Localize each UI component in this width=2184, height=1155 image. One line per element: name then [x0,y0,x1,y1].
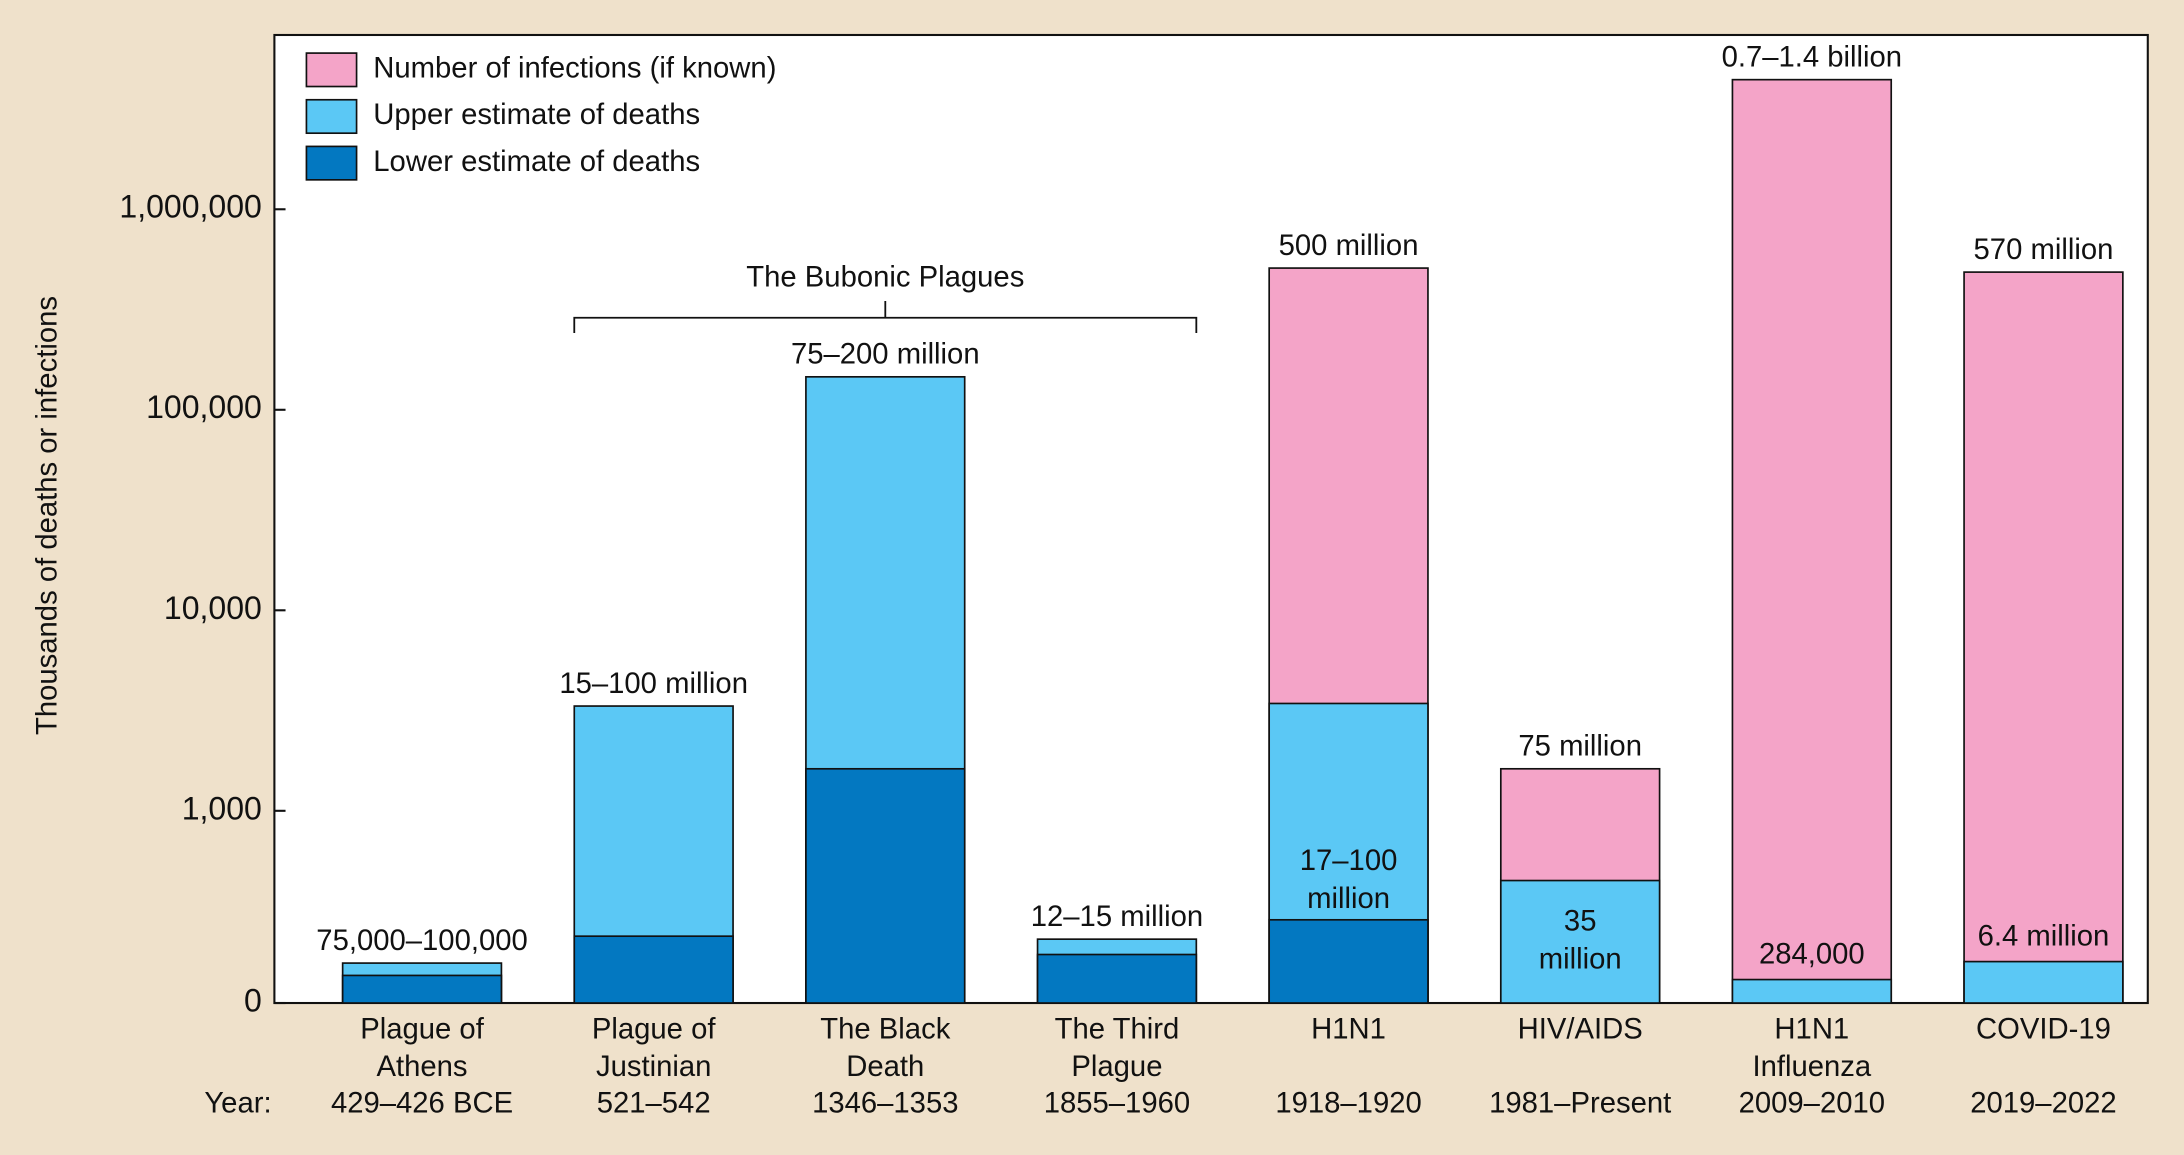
x-tick-label: H1N1 [1774,1014,1849,1046]
y-tick-label: 100,000 [146,389,262,425]
x-tick-label: Influenza [1752,1051,1871,1083]
x-tick-label: Plague [1071,1051,1162,1083]
legend-swatch [305,145,358,181]
year-tick-label: 429–426 BCE [331,1087,513,1119]
bracket-label: The Bubonic Plagues [746,261,1024,293]
x-tick-label: H1N1 [1311,1014,1386,1046]
bar [805,767,966,1004]
bar [1731,978,1893,1004]
x-tick-label: Plague of [360,1014,484,1046]
x-tick-label: HIV/AIDS [1518,1014,1643,1046]
year-tick-label: 1346–1353 [812,1087,958,1119]
year-label: Year: [204,1087,271,1119]
bar-top-label: 12–15 million [1031,901,1203,933]
legend-swatch [305,52,358,88]
y-tick-label: 1,000 [182,790,262,826]
bar-inner-label: million [1307,883,1390,915]
x-tick-label: COVID-19 [1976,1014,2111,1046]
y-tick-label: 10,000 [164,590,262,626]
bar-inner-label: 35 [1564,906,1597,938]
bar-top-label: 75–200 million [791,339,980,371]
year-tick-label: 2009–2010 [1739,1087,1885,1119]
y-tick-label: 0 [244,982,262,1018]
bar [1036,953,1198,1004]
bar [1963,271,2124,1004]
year-tick-label: 1918–1920 [1275,1087,1421,1119]
x-tick-label: The Black [820,1014,950,1046]
x-tick-label: Justinian [596,1051,711,1083]
bar-inner-label: 6.4 million [1978,921,2110,953]
bar [341,974,503,1004]
bar [573,935,734,1004]
bar-top-label: 75,000–100,000 [316,925,527,957]
legend-label: Lower estimate of deaths [373,146,700,178]
bar [1963,960,2124,1004]
year-tick-label: 1981–Present [1489,1087,1671,1119]
bar-top-label: 15–100 million [559,668,748,700]
y-tick-label: 1,000,000 [119,189,261,225]
bar-top-label: 500 million [1279,230,1419,262]
bar [1731,78,1893,1004]
bracket [573,301,1198,334]
bar-top-label: 570 million [1974,234,2114,266]
year-tick-label: 1855–1960 [1044,1087,1190,1119]
bar-inner-label: million [1539,943,1622,975]
year-tick-label: 2019–2022 [1970,1087,2116,1119]
y-axis-label: Thousands of deaths or infections [31,296,63,735]
x-tick-label: Plague of [592,1014,716,1046]
year-tick-label: 521–542 [597,1087,711,1119]
bar-inner-label: 17–100 [1300,845,1398,877]
legend-swatch [305,98,358,135]
legend-label: Upper estimate of deaths [373,99,700,131]
legend-label: Number of infections (if known) [373,53,776,85]
x-tick-label: Athens [376,1051,467,1083]
bar-top-label: 75 million [1518,731,1642,763]
bar [1268,918,1429,1004]
x-tick-label: Death [846,1051,924,1083]
x-tick-label: The Third [1055,1014,1180,1046]
bar-top-label: 0.7–1.4 billion [1722,42,1903,74]
bar-inner-label: 284,000 [1759,939,1865,971]
bar [1499,879,1661,1004]
